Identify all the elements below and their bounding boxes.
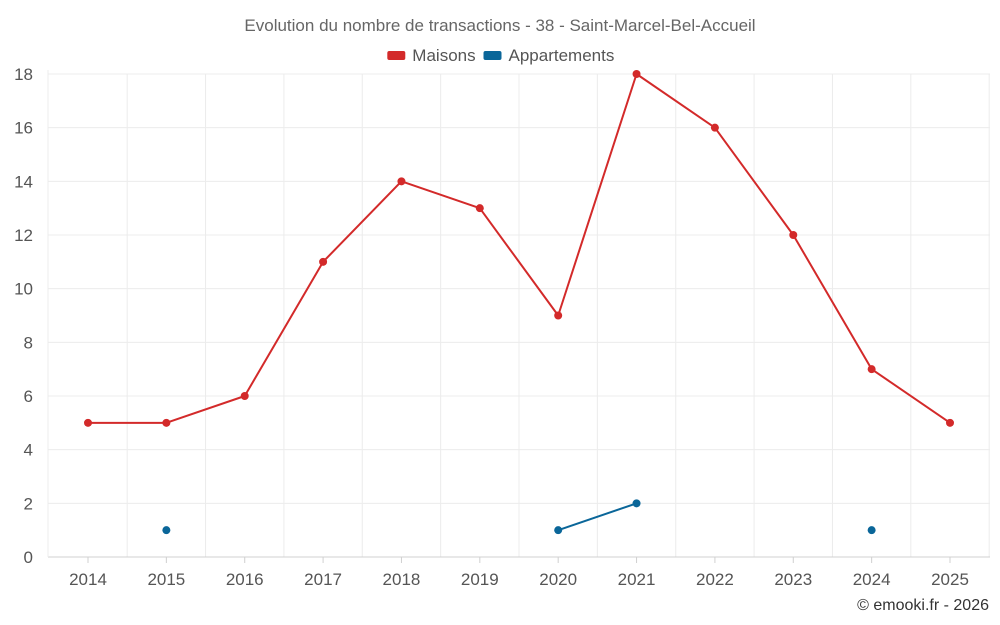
data-point[interactable] <box>319 257 328 266</box>
data-point[interactable] <box>867 365 876 374</box>
y-tick-label: 16 <box>14 119 33 138</box>
y-tick-label: 0 <box>24 548 33 567</box>
series-appartements <box>162 499 876 535</box>
data-point[interactable] <box>554 526 563 535</box>
legend-swatch <box>387 51 406 60</box>
data-point[interactable] <box>162 526 171 535</box>
legend-item-maisons[interactable]: Maisons <box>387 46 476 65</box>
data-point[interactable] <box>946 418 954 427</box>
data-point[interactable] <box>475 204 484 213</box>
chart-title: Evolution du nombre de transactions - 38… <box>244 16 755 35</box>
x-tick-label: 2016 <box>226 570 264 589</box>
legend-swatch <box>483 51 502 60</box>
legend-item-appartements[interactable]: Appartements <box>483 46 615 65</box>
legend[interactable]: Maisons Appartements <box>387 46 614 65</box>
series-line <box>88 73 951 424</box>
x-tick-label: 2021 <box>618 570 656 589</box>
credit-text: © emooki.fr - 2026 <box>857 597 989 614</box>
data-point[interactable] <box>84 418 92 427</box>
x-tick-label: 2025 <box>931 570 969 589</box>
x-tick-label: 2017 <box>304 570 342 589</box>
series-maisons <box>84 70 954 427</box>
y-tick-label: 8 <box>24 333 33 352</box>
data-point[interactable] <box>397 177 406 186</box>
y-tick-label: 4 <box>24 441 33 460</box>
legend-label: Maisons <box>412 46 475 65</box>
data-point[interactable] <box>867 526 876 535</box>
x-tick-label: 2015 <box>147 570 185 589</box>
series-layer <box>84 70 954 535</box>
data-point[interactable] <box>632 70 641 78</box>
axes <box>47 70 990 558</box>
data-point[interactable] <box>710 123 719 132</box>
data-point[interactable] <box>162 418 171 427</box>
x-tick-label: 2014 <box>69 570 107 589</box>
x-tick-label: 2020 <box>539 570 577 589</box>
x-tick-label: 2019 <box>461 570 499 589</box>
legend-label: Appartements <box>509 46 615 65</box>
y-tick-label: 18 <box>14 65 33 84</box>
y-tick-label: 14 <box>14 172 33 191</box>
x-gridlines <box>126 74 990 557</box>
x-tick-label: 2018 <box>383 570 421 589</box>
data-point[interactable] <box>554 311 563 320</box>
y-tick-label: 12 <box>14 226 33 245</box>
data-point[interactable] <box>789 231 798 239</box>
y-axis-ticks: 0 2 4 6 8 10 12 14 16 18 <box>14 65 33 567</box>
x-tick-label: 2022 <box>696 570 734 589</box>
y-tick-label: 2 <box>24 494 33 513</box>
y-tick-label: 6 <box>24 387 33 406</box>
data-point[interactable] <box>240 392 249 400</box>
data-point[interactable] <box>632 499 641 508</box>
x-tick-label: 2023 <box>774 570 812 589</box>
y-tick-label: 10 <box>14 280 33 299</box>
x-tick-label: 2024 <box>853 570 891 589</box>
series-line <box>557 502 637 532</box>
x-axis-ticks: 2014 2015 2016 2017 2018 2019 2020 2021 2022 2023… <box>69 557 969 589</box>
